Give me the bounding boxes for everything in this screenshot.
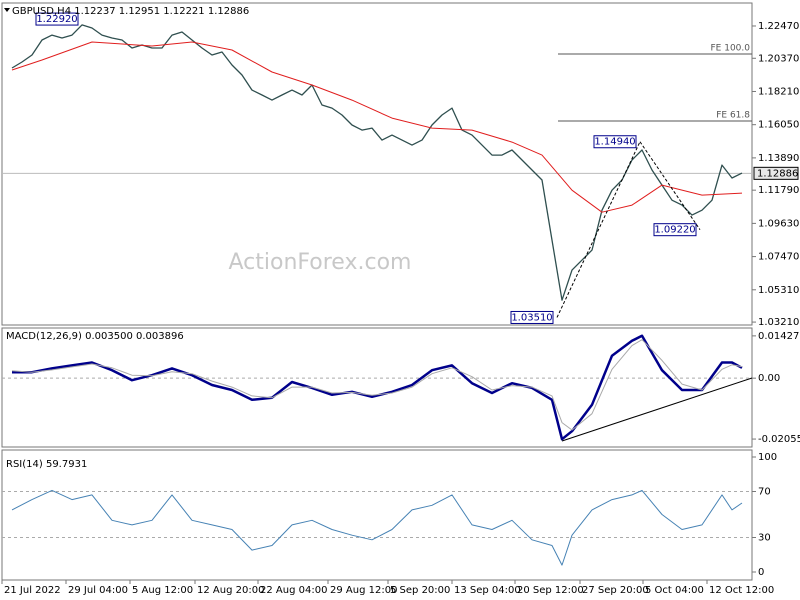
zigzag-line: [639, 141, 701, 230]
y-tick-label: 1.03210: [758, 317, 799, 328]
y-tick-label: 0.00: [758, 373, 780, 384]
y-tick-label: 0.014278: [758, 331, 800, 342]
zigzag-line: [556, 141, 641, 318]
x-tick-label: 5 Oct 04:00: [645, 585, 704, 596]
price-annotation: 1.03510: [511, 312, 552, 323]
fibo-label: FE 61.8: [716, 110, 750, 120]
series-line: [11, 339, 743, 431]
series-line: [11, 489, 743, 566]
y-tick-label: 1.16050: [758, 120, 799, 131]
trend-line: [561, 377, 753, 442]
panel-title: MACD(12,26,9) 0.003500 0.003896: [6, 331, 184, 342]
price-annotation: 1.09220: [654, 225, 695, 236]
x-tick-label: 29 Jul 04:00: [68, 585, 128, 596]
series-line: [12, 334, 743, 441]
x-tick-label: 13 Sep 04:00: [454, 585, 521, 596]
current-price-box: [753, 166, 799, 180]
panel-title: GBPUSD,H4 1.12237 1.12951 1.12221 1.1288…: [12, 6, 249, 17]
price-annotation: 1.14940: [594, 137, 635, 148]
x-tick-label: 21 Jul 2022: [4, 585, 61, 596]
macd-panel: [1, 327, 753, 448]
menu-arrow: [4, 8, 10, 12]
y-tick-label: 0: [758, 567, 764, 578]
watermark: ActionForex.com: [229, 250, 412, 275]
price-annotation-box: [35, 12, 79, 26]
panel-title: RSI(14) 59.7931: [6, 459, 87, 470]
price-panel: [1, 2, 753, 326]
current-price-label: 1.12886: [757, 168, 798, 179]
series-line: [11, 24, 743, 301]
x-tick-label: 22 Aug 04:00: [260, 585, 327, 596]
x-tick-label: 5 Sep 20:00: [390, 585, 450, 596]
y-tick-label: 1.11790: [758, 185, 799, 196]
y-tick-label: 1.13890: [758, 153, 799, 164]
price-annotation-box: [593, 135, 637, 149]
y-tick-label: 1.05310: [758, 285, 799, 296]
y-tick-label: 1.07470: [758, 252, 799, 263]
x-tick-label: 29 Aug 12:00: [330, 585, 397, 596]
fibo-label: FE 100.0: [711, 43, 751, 53]
y-tick-label: 1.22470: [758, 21, 799, 32]
series-line: [11, 41, 743, 213]
y-tick-label: 1.09630: [758, 218, 799, 229]
y-tick-label: -0.020556: [758, 434, 800, 445]
y-tick-label: 70: [758, 487, 771, 498]
x-tick-label: 12 Oct 12:00: [709, 585, 774, 596]
y-tick-label: 1.18210: [758, 86, 799, 97]
price-annotation-box: [653, 223, 697, 237]
x-tick-label: 5 Aug 12:00: [132, 585, 193, 596]
price-annotation: 1.22920: [36, 14, 77, 25]
x-tick-label: 20 Sep 12:00: [517, 585, 584, 596]
y-tick-label: 1.20370: [758, 53, 799, 64]
x-tick-label: 27 Sep 20:00: [582, 585, 649, 596]
y-tick-label: 100: [758, 452, 777, 463]
x-tick-label: 12 Aug 20:00: [197, 585, 264, 596]
y-tick-label: 30: [758, 533, 771, 544]
price-annotation-box: [510, 310, 554, 324]
rsi-panel: [1, 449, 753, 581]
